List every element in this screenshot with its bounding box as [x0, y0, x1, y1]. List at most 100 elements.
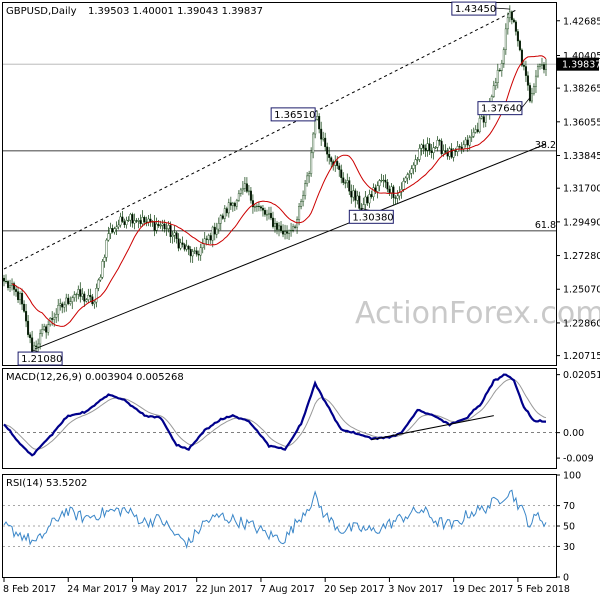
candle: [121, 210, 124, 223]
candle: [474, 125, 477, 134]
price-tick-label: 1.22860: [563, 318, 600, 329]
candle: [536, 63, 539, 78]
candle-body: [73, 294, 76, 298]
macd-tick-label: 0.02051: [563, 370, 600, 381]
candle-body: [193, 250, 196, 252]
candle-body: [161, 223, 164, 226]
candle: [304, 179, 307, 200]
candle: [105, 238, 108, 262]
candle-body: [392, 186, 395, 198]
date-tick-label: 8 Feb 2017: [3, 584, 56, 595]
candle: [37, 338, 40, 352]
candle-body: [19, 293, 22, 301]
price-panel: 38.2 61.8 1.43450 1.36510 1.37640 1.30380 1.21…: [3, 1, 556, 366]
candle: [408, 170, 411, 181]
candle: [155, 217, 158, 234]
candle-body: [155, 223, 158, 231]
candle: [372, 183, 375, 201]
candle-body: [71, 297, 74, 302]
candle: [392, 184, 395, 205]
macd-panel-title: MACD(12,26,9) 0.003904 0.005268: [6, 372, 184, 383]
rsi-tick-label: 30: [563, 542, 575, 553]
fib-label-0: 38.2: [535, 140, 556, 151]
candle-body: [219, 215, 222, 224]
price-panel-frame: [2, 2, 557, 366]
candle: [175, 230, 178, 244]
candle: [380, 173, 383, 183]
candle-body: [440, 140, 443, 155]
candle-body: [89, 295, 92, 297]
candle: [426, 137, 429, 157]
candle-body: [468, 137, 471, 146]
candle-body: [510, 11, 513, 21]
price-tick-label: 1.38265: [563, 84, 600, 95]
candle: [506, 12, 509, 35]
candle-body: [296, 219, 299, 228]
candle: [510, 10, 513, 25]
candle: [75, 292, 78, 302]
candle: [237, 190, 240, 202]
candle-body: [125, 220, 128, 225]
candle: [366, 195, 369, 206]
candle: [494, 77, 497, 90]
candle: [25, 304, 28, 328]
candle: [542, 62, 545, 74]
candle-body: [370, 194, 373, 198]
candle: [424, 144, 427, 157]
candle-body: [496, 69, 499, 83]
candle-body: [203, 238, 206, 245]
candle: [9, 279, 12, 292]
candle-body: [171, 235, 174, 237]
candle: [77, 285, 80, 300]
candle-body: [522, 64, 525, 67]
annotation-label: 1.43450: [455, 4, 496, 15]
candle: [231, 201, 234, 212]
candle-body: [215, 228, 218, 235]
candle: [45, 324, 48, 339]
candle: [269, 206, 272, 221]
annotation-label: 1.37640: [481, 104, 522, 115]
price-tick-label: 1.40405: [563, 51, 600, 62]
candle-body: [312, 133, 315, 154]
candle: [13, 281, 16, 296]
candle-body: [201, 243, 204, 249]
candle-body: [213, 226, 216, 235]
candle: [312, 132, 315, 159]
candle-body: [508, 11, 511, 19]
candle: [404, 176, 407, 183]
candle-body: [416, 159, 419, 161]
candle: [512, 17, 515, 24]
candle: [406, 172, 409, 185]
candle-body: [61, 303, 64, 308]
candle: [73, 291, 76, 302]
candle-body: [290, 229, 293, 232]
candle: [370, 190, 373, 199]
candle-body: [55, 313, 58, 318]
candle-body: [276, 223, 279, 230]
candle-body: [366, 196, 369, 204]
candle-body: [107, 233, 110, 241]
candle-body: [532, 86, 535, 94]
candle: [79, 282, 82, 303]
candle-body: [534, 75, 537, 87]
candle: [245, 177, 248, 194]
macd-tick-label: 0.00: [563, 428, 584, 439]
candle: [274, 217, 277, 233]
candle-body: [29, 334, 32, 338]
candle: [432, 141, 435, 160]
candle-body: [7, 281, 10, 288]
date-tick-label: 9 May 2017: [131, 584, 187, 595]
candle: [308, 170, 311, 183]
candle-body: [322, 137, 325, 140]
candle-body: [261, 207, 264, 211]
candle-body: [340, 169, 343, 178]
candle-body: [5, 280, 8, 283]
candle-body: [141, 217, 144, 224]
candle: [27, 314, 30, 338]
candle-body: [494, 82, 497, 86]
price-tick-label: 1.33845: [563, 151, 600, 162]
candle-body: [472, 132, 475, 137]
candle-body: [207, 235, 210, 240]
candle: [177, 233, 180, 252]
candle-body: [241, 188, 244, 191]
